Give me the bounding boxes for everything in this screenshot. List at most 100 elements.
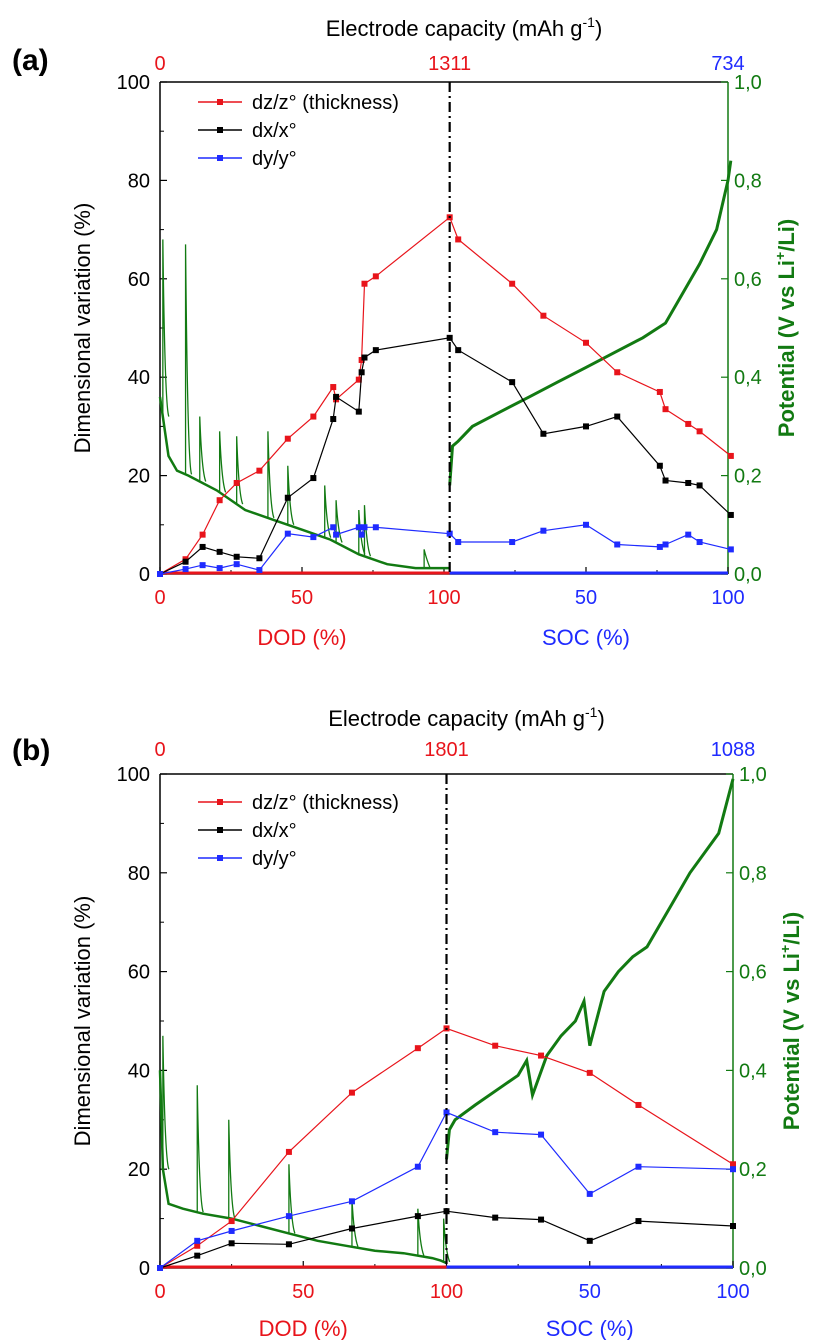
legend-marker (217, 799, 223, 805)
y2-tick-label: 0,8 (734, 170, 762, 192)
data-point (509, 379, 516, 386)
data-point (583, 423, 589, 430)
data-point (285, 1213, 292, 1220)
y-axis-label: Dimensional variation (%) (70, 203, 95, 454)
series-line (159, 1111, 734, 1269)
potential-relaxation-spike (351, 1198, 359, 1248)
data-point (361, 354, 368, 361)
data-point (256, 467, 263, 474)
y2-tick-label: 1,0 (739, 764, 767, 786)
data-point (284, 530, 291, 537)
top-tick-mid: 1801 (424, 739, 469, 761)
data-point (310, 475, 317, 482)
data-point (358, 531, 365, 538)
data-point (538, 1216, 545, 1223)
data-point (635, 1101, 642, 1108)
data-point (256, 555, 263, 562)
data-point (256, 567, 263, 574)
y-tick-label: 60 (128, 962, 150, 984)
series-line (159, 1210, 734, 1269)
data-point (285, 1148, 292, 1155)
data-point (310, 413, 317, 420)
y-tick-label: 0 (139, 1258, 150, 1280)
top-axis-title: Electrode capacity (mAh g-1) (326, 14, 603, 41)
legend-label: dy/y° (252, 148, 297, 170)
potential-relaxation-spike (363, 505, 372, 557)
data-point (194, 1252, 201, 1259)
x-axis-label-soc: SOC (%) (542, 625, 630, 650)
data-point (233, 479, 240, 486)
y2-axis-label-sup: + (772, 252, 788, 260)
data-point (455, 236, 462, 243)
data-point (372, 524, 379, 531)
y2-axis-label: Potential (V vs Li+/Li) (777, 912, 804, 1130)
legend-label: dy/y° (252, 848, 297, 870)
data-point (330, 416, 337, 423)
potential-charge-curve (448, 160, 733, 486)
x-tick-label-soc: 100 (716, 1281, 749, 1303)
legend-marker (217, 155, 223, 161)
data-point (355, 524, 362, 531)
potential-relaxation-spike (417, 1208, 425, 1256)
data-point (586, 1237, 593, 1244)
potential-relaxation-spike (218, 431, 227, 493)
data-point (216, 565, 223, 572)
data-point (228, 1218, 235, 1225)
data-point (455, 539, 462, 546)
data-point (656, 462, 663, 469)
data-point (443, 1208, 450, 1215)
y-tick-label: 100 (117, 764, 150, 786)
data-point (355, 376, 362, 383)
y2-axis-label-text: Potential (V vs Li (774, 260, 799, 437)
data-point (194, 1242, 201, 1249)
data-point (194, 1237, 201, 1244)
data-point (662, 541, 669, 548)
y2-tick-label: 0,0 (739, 1258, 767, 1280)
data-point (540, 430, 547, 437)
data-point (492, 1214, 499, 1221)
potential-relaxation-spike (287, 465, 295, 526)
legend-marker (217, 827, 223, 833)
data-point (284, 435, 291, 442)
top-tick-start: 0 (154, 53, 165, 75)
potential-relaxation-spike (199, 416, 207, 482)
data-point (685, 479, 692, 486)
data-point (414, 1163, 421, 1170)
top-tick-start: 0 (154, 739, 165, 761)
data-point (414, 1045, 421, 1052)
x-tick-label-dod: 100 (427, 587, 460, 609)
data-point (446, 530, 453, 537)
data-point (333, 531, 340, 538)
top-axis-title: Electrode capacity (mAh g-1) (328, 704, 605, 731)
data-point (199, 543, 206, 550)
data-point (730, 1166, 736, 1173)
panel-letter: (b) (12, 734, 50, 767)
top-tick-end: 1088 (711, 739, 756, 761)
data-point (730, 1223, 736, 1230)
top-axis-title-end: ) (595, 16, 602, 41)
y2-tick-label: 0,8 (739, 863, 767, 885)
potential-relaxation-spike (423, 549, 431, 569)
potential-relaxation-spike (236, 436, 244, 505)
y2-axis-label-end: /Li) (774, 219, 799, 252)
data-point (614, 413, 621, 420)
top-axis-title-end: ) (597, 706, 604, 731)
x-axis-label-soc: SOC (%) (546, 1316, 634, 1340)
data-point (285, 1241, 292, 1248)
data-point (157, 1265, 163, 1271)
data-point (685, 531, 692, 538)
data-point (216, 548, 223, 555)
data-point (348, 1198, 355, 1205)
data-point (228, 1240, 235, 1247)
x-axis-label-dod: DOD (%) (259, 1316, 348, 1340)
y-tick-label: 60 (128, 269, 150, 291)
x-axis-label-dod: DOD (%) (257, 625, 346, 650)
x-tick-label-soc: 50 (579, 1281, 601, 1303)
series-line (159, 524, 731, 575)
potential-charge-curve (445, 778, 735, 1160)
data-point (310, 534, 317, 541)
x-tick-label-dod: 0 (154, 1281, 165, 1303)
data-point (284, 494, 291, 501)
data-point (538, 1131, 545, 1138)
